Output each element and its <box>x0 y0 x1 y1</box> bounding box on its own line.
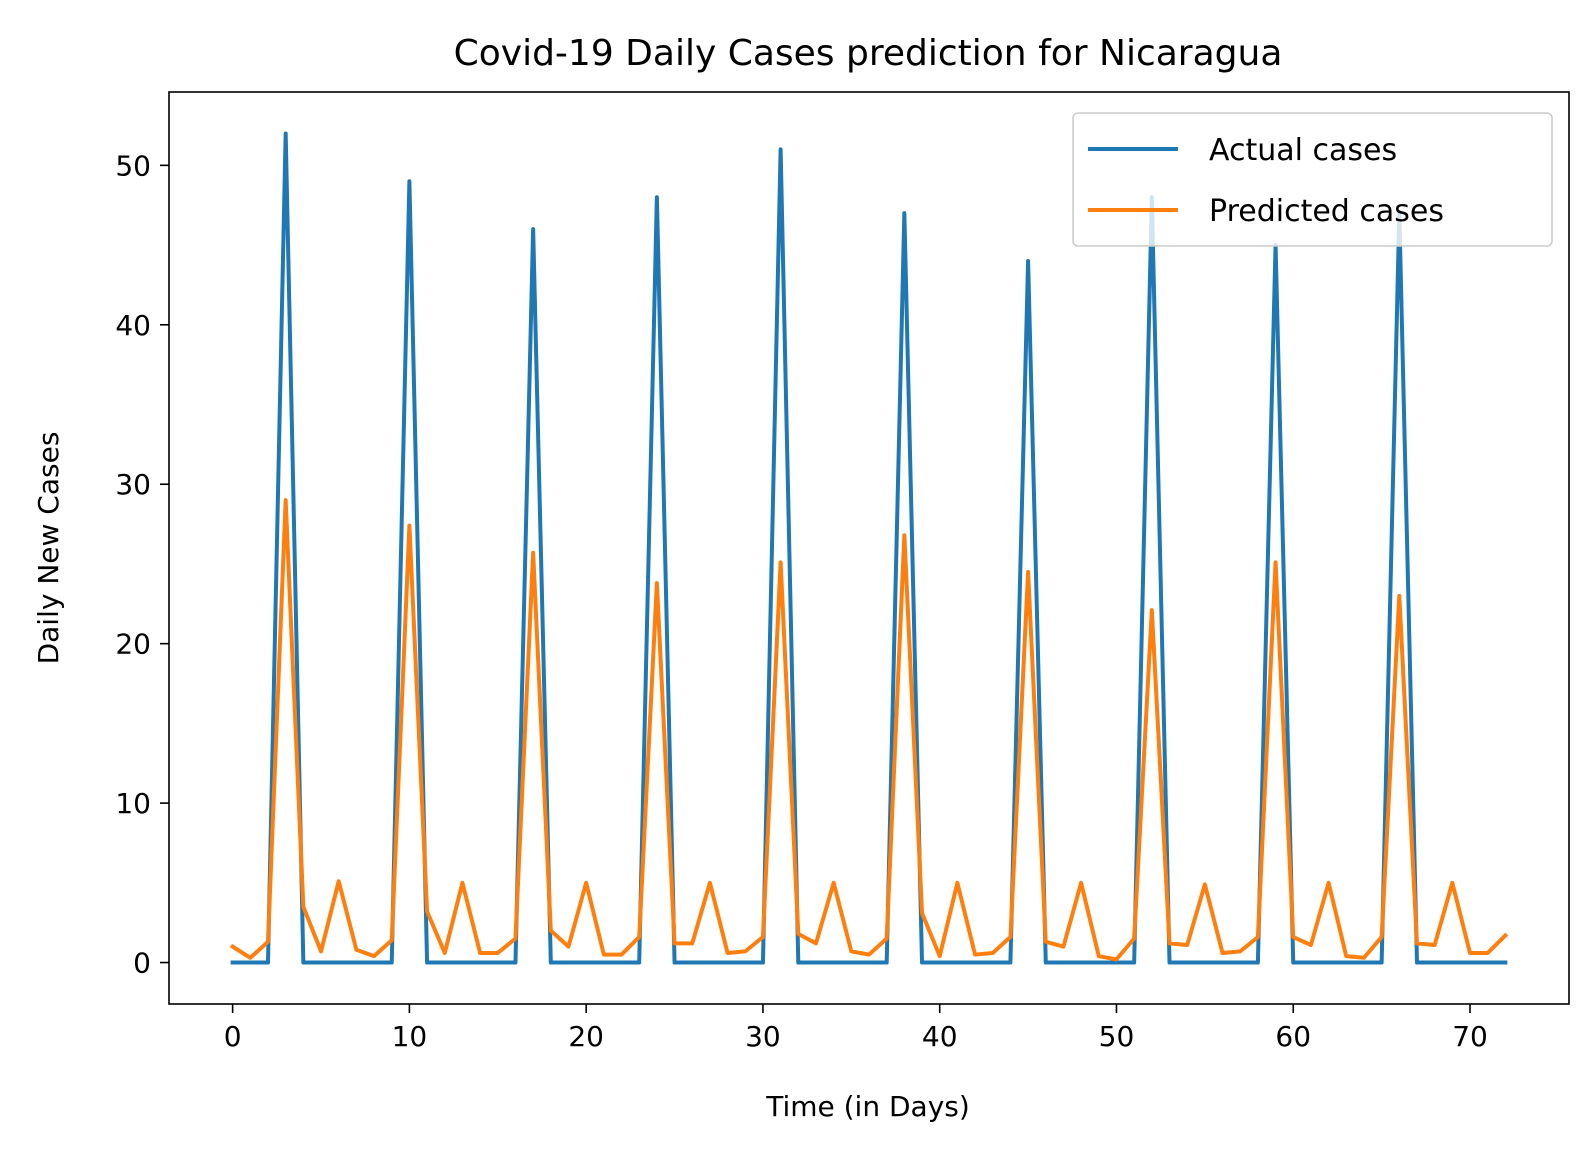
legend-label-predicted: Predicted cases <box>1209 194 1444 229</box>
x-tick-label: 70 <box>1452 1020 1488 1053</box>
series-line-predicted <box>229 498 1509 962</box>
x-tick-label: 20 <box>568 1020 604 1053</box>
x-tick-label: 60 <box>1275 1020 1311 1053</box>
y-axis-label: Daily New Cases <box>32 432 65 665</box>
y-tick-label: 0 <box>133 947 151 980</box>
series-line-actual <box>230 131 1508 965</box>
plot-lines <box>229 131 1509 965</box>
x-axis-ticks: 0 10 20 30 40 50 60 70 <box>224 1004 1488 1053</box>
x-tick-label: 40 <box>922 1020 958 1053</box>
plot-area-frame <box>168 91 1570 1005</box>
legend-label-actual: Actual cases <box>1209 133 1397 168</box>
x-tick-label: 0 <box>224 1020 242 1053</box>
x-tick-label: 10 <box>392 1020 428 1053</box>
x-tick-label: 50 <box>1099 1020 1135 1053</box>
y-tick-label: 40 <box>115 309 151 342</box>
y-tick-label: 50 <box>115 149 151 182</box>
legend-box <box>1072 112 1553 247</box>
chart-title: Covid-19 Daily Cases prediction for Nica… <box>454 33 1283 74</box>
x-axis-label: Time (in Days) <box>765 1090 970 1123</box>
x-tick-label: 30 <box>745 1020 781 1053</box>
y-tick-label: 30 <box>115 468 151 501</box>
legend: Actual cases Predicted cases <box>1072 112 1553 247</box>
y-axis-ticks: 0 10 20 30 40 50 <box>115 149 169 980</box>
y-tick-label: 20 <box>115 628 151 661</box>
y-tick-label: 10 <box>115 787 151 820</box>
